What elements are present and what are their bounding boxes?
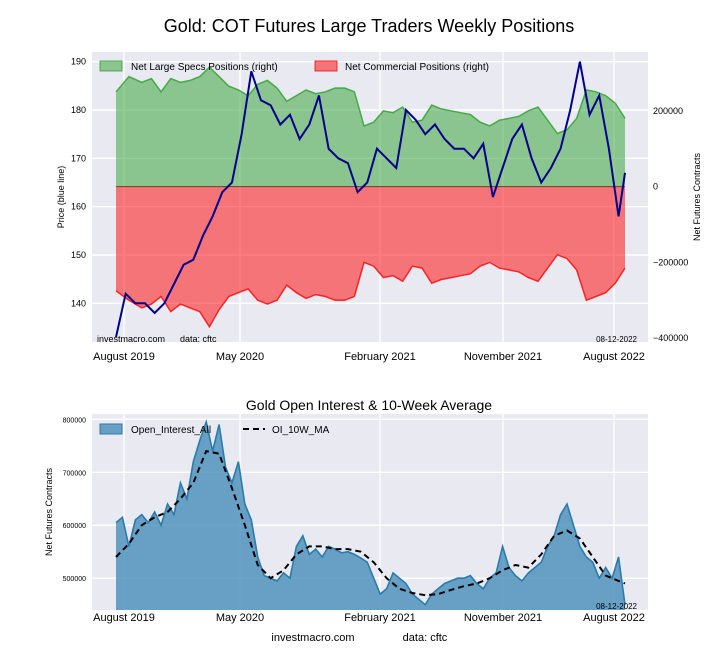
source-data-annotation: data: cftc xyxy=(180,334,217,344)
left-tick-label: 190 xyxy=(71,57,86,67)
legend-label-open-interest: Open_Interest_All xyxy=(131,425,211,436)
right-axis-label: Net Futures Contracts xyxy=(692,152,702,241)
price-line-group xyxy=(115,61,626,338)
date-annotation: 08-12-2022 xyxy=(596,335,637,344)
net-large-specs-positions-right-area xyxy=(116,67,625,187)
legend-label-moving-average: OI_10W_MA xyxy=(272,425,330,436)
left-tick-label: 180 xyxy=(71,105,86,115)
open-interest-chart: Gold Open Interest & 10-Week Average 500… xyxy=(44,397,648,644)
left-axis-ticks: 140 150 160 170 180 190 xyxy=(71,57,86,309)
x-tick-label: November 2021 xyxy=(464,351,542,363)
x-tick-label: August 2019 xyxy=(93,351,155,363)
net-commercial-positions-right-legend-swatch xyxy=(314,60,338,72)
footer-source-site: investmacro.com xyxy=(271,632,354,644)
right-tick-label: 0 xyxy=(653,182,658,192)
open-interest-title: Gold Open Interest & 10-Week Average xyxy=(246,397,492,413)
x-tick-label: August 2022 xyxy=(583,612,645,624)
y-axis-label: Net Futures Contracts xyxy=(44,467,54,556)
open-interest-line xyxy=(115,418,626,606)
x-tick-label: May 2020 xyxy=(216,351,264,363)
legend: Open_Interest_All OI_10W_MA xyxy=(99,423,330,436)
y-tick-label: 500000 xyxy=(63,576,86,583)
oi-10w-ma-line xyxy=(115,449,626,597)
price-line xyxy=(115,61,626,338)
right-axis-ticks: −400000 −200000 0 200000 xyxy=(653,106,688,343)
right-tick-label: 200000 xyxy=(653,106,683,116)
main-title: Gold: COT Futures Large Traders Weekly P… xyxy=(164,16,575,36)
cot-positions-chart: 140 150 160 170 180 190 −400000 −200000 0 200000… xyxy=(56,52,702,363)
net-commercial-positions-right-edge xyxy=(115,253,626,329)
x-tick-label: May 2020 xyxy=(216,612,264,624)
left-axis-label: Price (blue line) xyxy=(56,166,66,229)
legend-label-commercial: Net Commercial Positions (right) xyxy=(345,62,489,73)
y-tick-label: 600000 xyxy=(63,523,86,530)
y-tick-label: 700000 xyxy=(63,470,86,477)
x-tick-label: February 2021 xyxy=(344,612,416,624)
position-areas xyxy=(115,66,626,329)
right-tick-label: −200000 xyxy=(653,257,688,267)
x-tick-label: August 2022 xyxy=(583,351,645,363)
x-tick-label: November 2021 xyxy=(464,612,542,624)
left-tick-label: 170 xyxy=(71,153,86,163)
legend: Net Large Specs Positions (right) Net Com… xyxy=(99,60,489,73)
left-tick-label: 140 xyxy=(71,298,86,308)
left-tick-label: 150 xyxy=(71,250,86,260)
x-axis-ticks: August 2019 May 2020 February 2021 November… xyxy=(93,612,645,624)
x-axis-ticks: August 2019 May 2020 February 2021 November… xyxy=(93,351,645,363)
date-annotation: 08-12-2022 xyxy=(596,602,637,611)
open-interest-area xyxy=(115,418,626,610)
footer-source-data: data: cftc xyxy=(403,632,448,644)
legend-label-large-specs: Net Large Specs Positions (right) xyxy=(131,62,278,73)
y-axis-ticks: 500000 600000 700000 800000 xyxy=(63,417,86,583)
net-large-specs-positions-right-edge xyxy=(115,66,626,135)
net-commercial-positions-right-area xyxy=(116,186,625,327)
x-tick-label: August 2019 xyxy=(93,612,155,624)
source-site-annotation: investmacro.com xyxy=(97,334,165,344)
open-interest-legend-swatch xyxy=(99,423,123,435)
moving-average-line-group xyxy=(115,449,626,597)
right-tick-label: −400000 xyxy=(653,333,688,343)
x-tick-label: February 2021 xyxy=(344,351,416,363)
net-large-specs-positions-right-legend-swatch xyxy=(99,60,123,72)
left-tick-label: 160 xyxy=(71,202,86,212)
open-interest-area-fill xyxy=(116,421,625,610)
y-tick-label: 800000 xyxy=(63,417,86,424)
